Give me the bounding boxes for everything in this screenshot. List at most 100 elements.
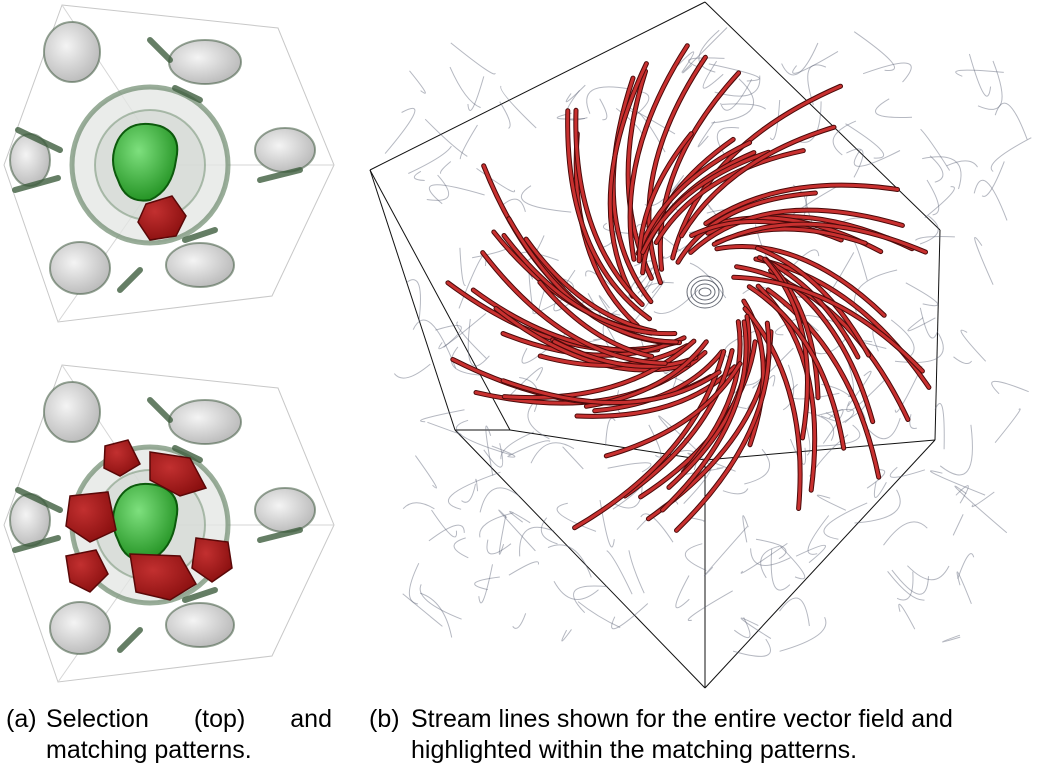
highlight-streamline — [680, 125, 836, 238]
context-streamline — [907, 317, 936, 332]
context-streamline — [770, 548, 791, 591]
caption-a-word: Selection — [46, 705, 149, 733]
context-streamline — [875, 98, 913, 118]
cube-wireframe-edge — [934, 229, 941, 441]
context-streamline — [602, 309, 618, 350]
context-streamline — [721, 103, 767, 110]
context-streamline — [449, 66, 481, 109]
context-streamline — [926, 179, 940, 216]
highlight-streamline — [502, 234, 677, 336]
context-streamline — [459, 124, 478, 160]
cube-wireframe-edge — [454, 429, 706, 689]
context-streamline — [598, 295, 613, 319]
panel-a-bottom-render — [0, 360, 336, 700]
context-streamline — [512, 613, 527, 629]
context-streamline — [498, 509, 536, 552]
highlight-streamline — [593, 350, 724, 413]
context-streamline — [915, 236, 955, 241]
context-streamline — [744, 448, 771, 485]
context-streamline — [413, 170, 425, 181]
context-streamline — [955, 69, 1004, 77]
matching-pattern — [149, 451, 208, 497]
highlight-streamline — [743, 307, 802, 510]
context-streamline — [789, 438, 807, 465]
highlight-streamline — [626, 69, 653, 280]
context-streamline — [994, 408, 1021, 444]
context-streamline — [711, 78, 755, 124]
context-streamline — [960, 329, 987, 362]
vortex-ring — [690, 279, 720, 305]
context-streamline — [424, 118, 468, 157]
highlight-streamline — [608, 62, 648, 298]
caption-a-word: (top) — [193, 705, 246, 733]
context-streamline — [500, 85, 537, 129]
streamline-render — [369, 1, 1032, 689]
context-streamline — [929, 155, 944, 183]
highlight-streamline — [502, 339, 696, 400]
context-streamline — [974, 236, 994, 285]
context-streamline — [653, 289, 699, 315]
highlight-streamline — [628, 44, 689, 261]
highlight-streamline — [623, 349, 734, 498]
context-streamline — [479, 487, 520, 513]
context-streamline — [456, 321, 487, 359]
context-streamline — [742, 515, 749, 543]
cube-wireframe-edge — [704, 439, 936, 461]
context-streamline — [779, 597, 810, 627]
context-streamline — [955, 485, 969, 504]
matching-patterns-volume-render — [3, 364, 335, 683]
highlight-streamline — [524, 237, 657, 334]
context-streamline — [946, 160, 978, 168]
context-streamline — [485, 425, 494, 476]
context-streamline — [467, 76, 485, 111]
context-streamline — [779, 616, 827, 652]
highlight-streamline — [732, 275, 924, 373]
filament — [257, 167, 303, 183]
selected-pattern — [137, 195, 187, 241]
context-streamline — [393, 363, 431, 379]
highlight-streamline — [671, 84, 842, 260]
context-streamline — [956, 571, 972, 604]
context-streamline — [677, 51, 695, 73]
context-streamline — [408, 562, 420, 605]
caption-a-line1: Selection (top) and — [46, 704, 332, 735]
highlight-streamline — [501, 370, 721, 405]
matching-pattern — [191, 537, 233, 583]
context-streamline — [486, 539, 512, 555]
context-streamline — [611, 603, 649, 630]
context-streamline — [779, 545, 806, 580]
caption-b-line2: highlighted within the matching patterns… — [411, 736, 858, 764]
context-streamline — [561, 629, 572, 642]
context-streamline — [823, 502, 868, 540]
context-streamline — [853, 149, 901, 167]
context-streamline — [414, 455, 437, 489]
context-streamline — [628, 550, 645, 594]
context-streamline — [420, 409, 465, 423]
highlight-streamline — [553, 340, 698, 368]
context-streamline — [782, 364, 795, 411]
context-streamline — [815, 424, 861, 447]
context-streamline — [898, 603, 916, 630]
context-streamline — [406, 279, 421, 321]
context-streamline — [408, 145, 452, 174]
context-blob — [254, 487, 316, 533]
filament — [257, 527, 303, 543]
context-streamline — [499, 101, 511, 129]
context-streamline — [889, 466, 926, 478]
context-streamline — [781, 42, 819, 76]
context-streamline — [868, 417, 901, 440]
context-streamline — [508, 440, 551, 457]
context-streamline — [873, 481, 887, 498]
context-streamline — [720, 78, 753, 111]
selection-region — [112, 482, 179, 562]
context-streamline — [952, 514, 964, 536]
context-streamline — [448, 471, 501, 510]
highlight-streamline — [658, 71, 741, 271]
context-streamline — [520, 185, 572, 213]
context-streamline — [483, 443, 504, 468]
context-blob — [43, 381, 101, 443]
caption-b-line1: Stream lines shown for the entire vector… — [411, 705, 953, 733]
context-streamline — [687, 590, 733, 622]
filament — [12, 535, 61, 553]
filament — [15, 487, 63, 513]
